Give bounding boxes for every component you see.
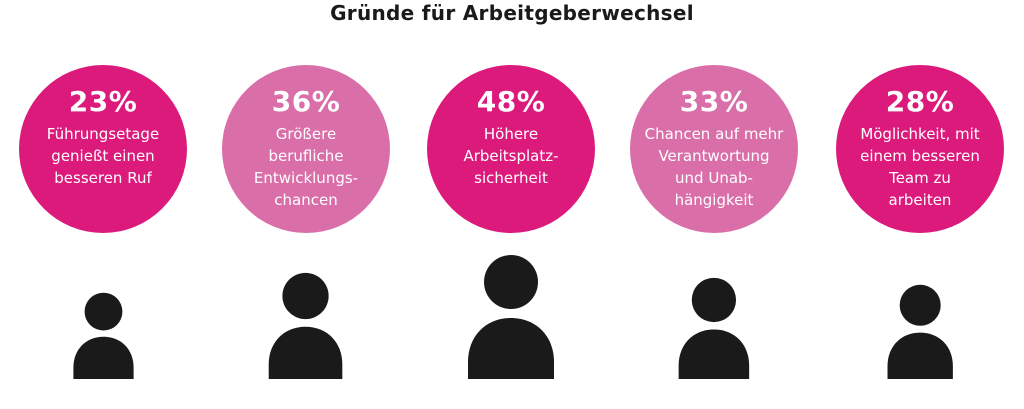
person-icon [678, 277, 750, 379]
reason-label-line: Höhere [483, 125, 539, 143]
reason-label-line: Möglichkeit, mit [860, 125, 980, 143]
chart-title: Gründe für Arbeitgeberwechsel [330, 1, 694, 25]
person-body [468, 318, 554, 379]
reason-percentage: 28% [885, 85, 955, 118]
reason-label-line: Arbeitsplatz- [463, 147, 559, 165]
reason-bubble: 33% Chancen auf mehr Verantwortung und Unab… [630, 65, 798, 233]
person-icon [468, 255, 554, 379]
reason-bubble: 28% Möglichkeit, mit einem besseren Team zu… [836, 65, 1004, 233]
reason-label-line: genießt einen [51, 147, 155, 165]
reason-bubble: 48% Höhere Arbeitsplatz-sicherheit [427, 65, 595, 233]
person-body [269, 326, 343, 379]
reason-label: Chancen auf mehr Verantwortung und Unab-hä… [639, 123, 789, 211]
reason-label-line: Führungsetage [46, 125, 160, 143]
reason-label-line: sicherheit [474, 169, 548, 187]
reason-percentage: 36% [271, 85, 341, 118]
person-icon [887, 284, 953, 379]
reason-percentage: 33% [679, 85, 749, 118]
reason-label-line: hängigkeit [674, 191, 754, 209]
reason-label-line: chancen [274, 191, 338, 209]
reason-label-line: berufliche [268, 147, 344, 165]
reason-percentage: 23% [68, 85, 138, 118]
person-body [887, 332, 953, 379]
person-icon [269, 272, 343, 379]
reason-label: Führungsetage genießt einen besseren Ruf [28, 123, 178, 189]
reason-label-line: Entwicklungs- [253, 169, 359, 187]
reason-label-line: Verantwortung [658, 147, 770, 165]
person-head [282, 272, 330, 320]
person-body [678, 328, 750, 379]
person-head [691, 277, 737, 322]
reason-label-line: Team zu [889, 169, 951, 187]
reason-label-line: einem besseren [860, 147, 980, 165]
reason-label-line: besseren Ruf [54, 169, 152, 187]
reason-label: Höhere Arbeitsplatz-sicherheit [436, 123, 586, 189]
reason-label-line: arbeiten [888, 191, 952, 209]
person-icon [72, 292, 134, 379]
reason-percentage: 48% [476, 85, 546, 118]
reason-label: Möglichkeit, mit einem besseren Team zu arb… [845, 123, 995, 211]
reason-label-line: Chancen auf mehr [644, 125, 784, 143]
reason-label: Größere berufliche Entwicklungs-chancen [231, 123, 381, 211]
person-head [899, 284, 941, 326]
person-head [484, 255, 538, 309]
reason-bubble: 23% Führungsetage genießt einen besseren Ru… [19, 65, 187, 233]
person-head [84, 292, 122, 330]
reason-label-line: Größere [275, 125, 337, 143]
reason-label-line: und Unab- [675, 169, 753, 187]
reason-bubble: 36% Größere berufliche Entwicklungs-chancen [222, 65, 390, 233]
person-body [72, 336, 134, 379]
